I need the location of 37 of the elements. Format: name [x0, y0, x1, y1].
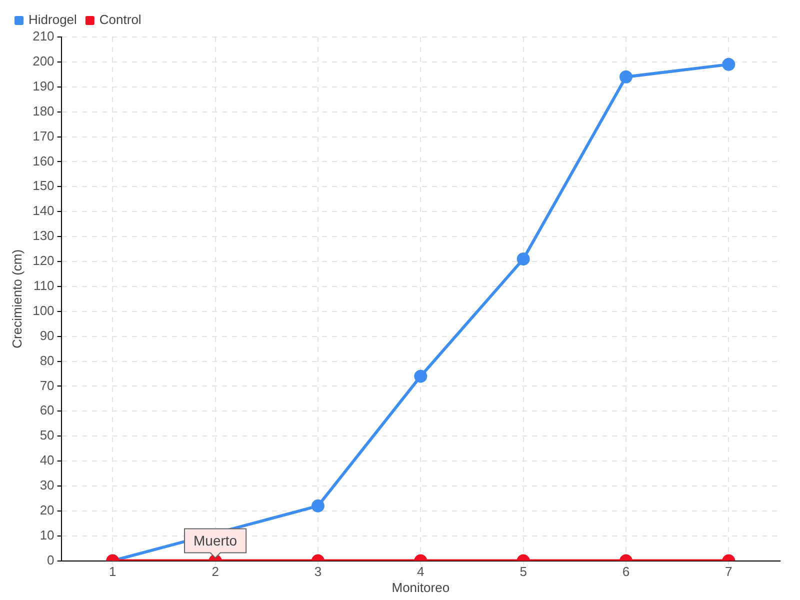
- annotation: Muerto: [194, 532, 238, 549]
- y-tick-label: 170: [32, 128, 54, 144]
- y-tick-label: 0: [47, 552, 54, 568]
- y-tick-label: 110: [34, 278, 54, 294]
- y-tick-label: 70: [40, 378, 54, 393]
- point: [619, 70, 632, 84]
- y-tick-label: 180: [32, 103, 54, 118]
- y-tick-label: 190: [32, 78, 54, 94]
- y-tick-label: 140: [32, 203, 54, 218]
- y-tick-label: 60: [40, 402, 54, 418]
- x-axis-title: Monitoreo: [392, 580, 450, 595]
- x-tick-label: 6: [622, 564, 630, 580]
- legend-label: Hidrogel: [28, 12, 78, 28]
- y-tick-label: 210: [32, 28, 54, 44]
- y-tick-label: 80: [40, 352, 54, 368]
- y-tick-label: 30: [40, 478, 54, 493]
- x-tick-label: 3: [314, 564, 322, 580]
- y-tick-label: 100: [32, 302, 54, 318]
- y-tick-label: 130: [32, 228, 54, 244]
- y-tick-label: 120: [32, 253, 54, 268]
- y-tick-label: 200: [32, 54, 54, 69]
- point: [722, 58, 736, 71]
- y-tick-label: 90: [40, 328, 54, 343]
- y-tick-label: 160: [32, 153, 54, 168]
- y-axis-title: Crecimiento (cm): [9, 249, 24, 348]
- x-tick-label: 7: [725, 564, 732, 580]
- y-tick-label: 150: [32, 178, 54, 194]
- y-tick-label: 20: [40, 502, 54, 518]
- legend-label: Control: [99, 12, 142, 28]
- x-tick-label: 2: [212, 564, 219, 580]
- x-tick-label: 1: [109, 564, 116, 580]
- y-tick-label: 10: [40, 527, 54, 542]
- x-tick-label: 4: [417, 564, 424, 580]
- point: [516, 252, 530, 266]
- x-tick-label: 5: [520, 564, 527, 580]
- y-tick-label: 50: [40, 428, 54, 443]
- y-tick-label: 40: [40, 452, 54, 468]
